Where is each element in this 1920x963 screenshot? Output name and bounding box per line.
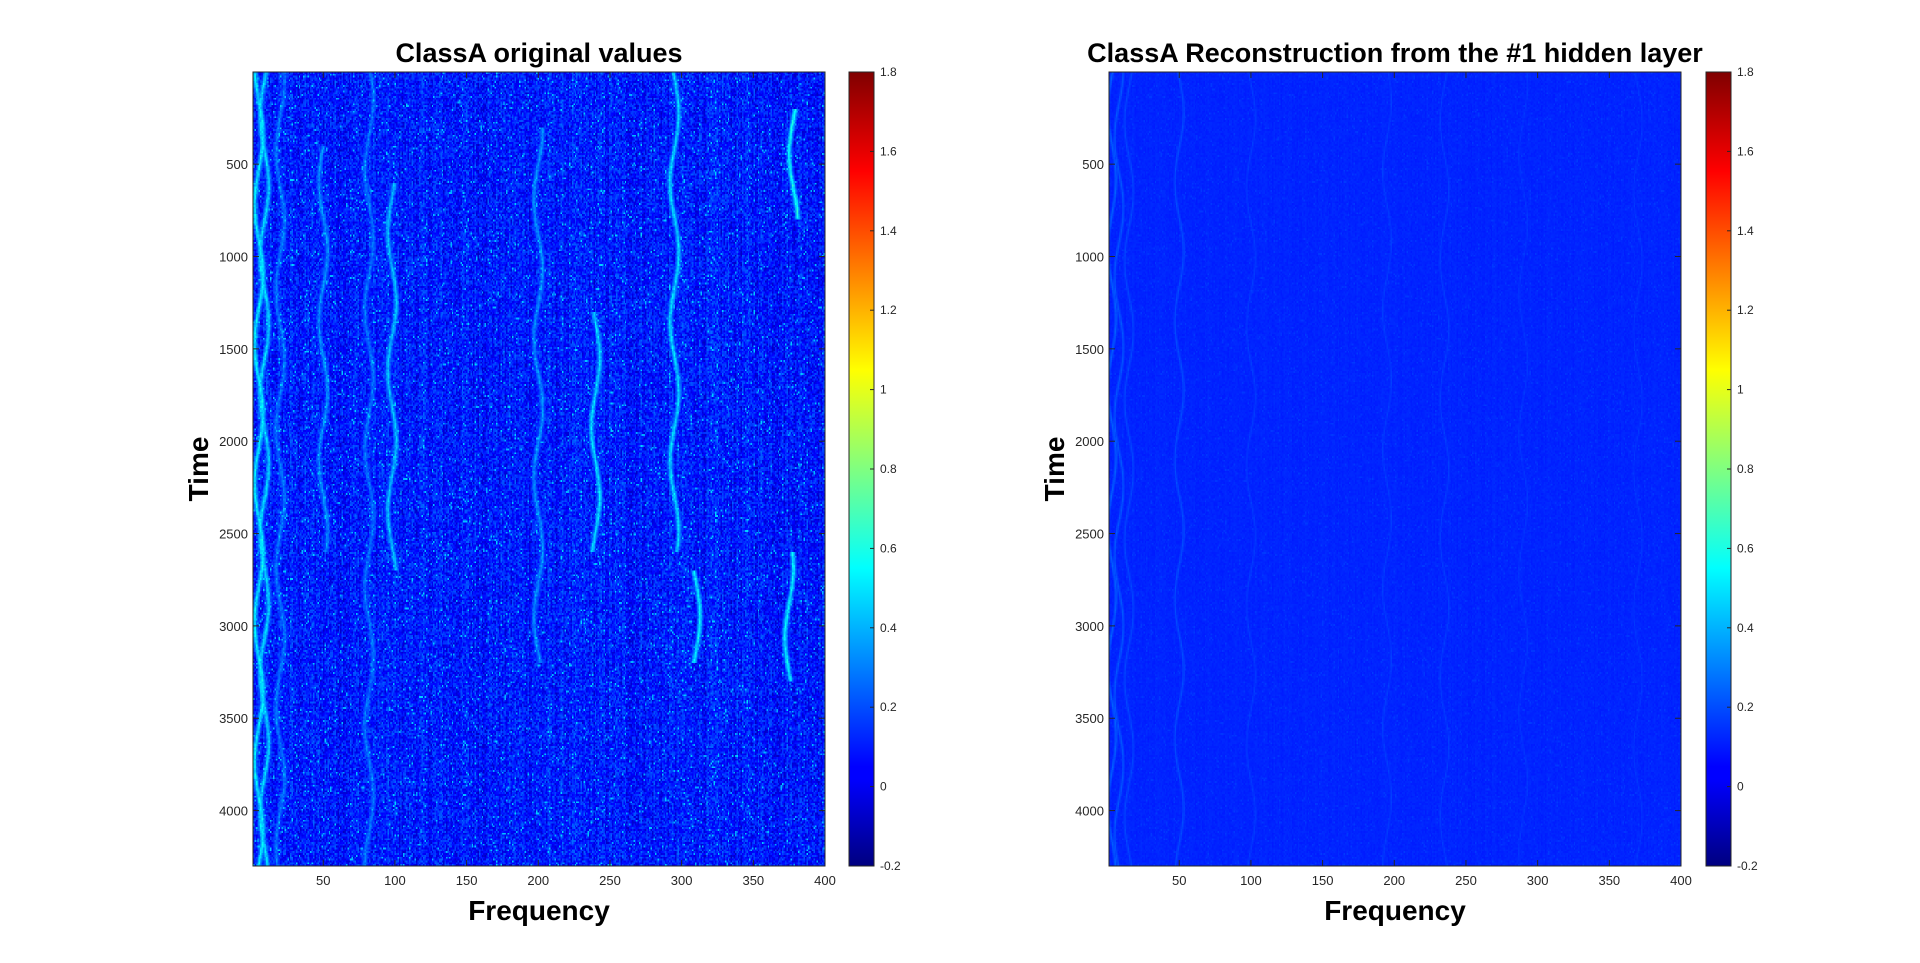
colorbar-gradient: [848, 71, 875, 867]
colorbar: -0.2 0 0.2 0.4 0.6 0.8 1 1.2 1.4 1.6 1.8: [1705, 65, 1758, 873]
colorbar-gradient: [1705, 71, 1732, 867]
x-tick-label: 50: [316, 873, 330, 888]
y-tick-label: 2500: [1075, 527, 1104, 542]
x-tick-label: 50: [1172, 873, 1186, 888]
x-tick-label: 300: [1527, 873, 1549, 888]
colorbar-tick-label: -0.2: [880, 859, 901, 873]
colorbar-tick-label: 1: [880, 383, 887, 397]
y-tick-label: 4000: [1075, 804, 1104, 819]
x-tick-label: 250: [599, 873, 621, 888]
y-tick-label: 2500: [219, 527, 248, 542]
plot-frame: [252, 71, 826, 867]
x-tick-label: 100: [1240, 873, 1262, 888]
x-tick-label: 200: [527, 873, 549, 888]
x-tick-label: 400: [1670, 873, 1692, 888]
colorbar-tick-label: 1: [1737, 383, 1744, 397]
colorbar-tick-label: 1.8: [880, 65, 897, 79]
x-tick-label: 350: [1598, 873, 1620, 888]
colorbar: -0.2 0 0.2 0.4 0.6 0.8 1 1.2 1.4 1.6 1.8: [848, 65, 901, 873]
colorbar-tick-label: 1.8: [1737, 65, 1754, 79]
chart-title: ClassA original values: [395, 38, 682, 68]
colorbar-tick-label: 1.2: [1737, 303, 1754, 317]
heatmap-area: [1108, 71, 1682, 867]
colorbar-tick-label: 0.4: [880, 621, 897, 635]
colorbar-tick-label: 0.2: [880, 700, 897, 714]
x-tick-label: 100: [384, 873, 406, 888]
y-tick-label: 3000: [1075, 619, 1104, 634]
subplot-2: ClassA Reconstruction from the #1 hidden…: [1039, 38, 1758, 926]
y-tick-label: 1500: [1075, 342, 1104, 357]
x-axis-label: Frequency: [1324, 895, 1466, 926]
subplot-1: ClassA original values 50 100 150 200 250 300…: [183, 38, 901, 926]
chart-title: ClassA Reconstruction from the #1 hidden…: [1087, 38, 1703, 68]
y-tick-label: 1500: [219, 342, 248, 357]
x-tick-label: 150: [456, 873, 478, 888]
x-axis-label: Frequency: [468, 895, 610, 926]
colorbar-tick-label: 1.6: [880, 144, 897, 158]
x-axis-ticks: 50 100 150 200 250 300 350 400: [316, 72, 836, 888]
y-tick-label: 500: [226, 157, 248, 172]
x-axis-ticks: 50 100 150 200 250 300 350 400: [1172, 72, 1692, 888]
colorbar-tick-label: 0.8: [1737, 462, 1754, 476]
y-axis-label: Time: [1039, 437, 1070, 502]
colorbar-tick-label: -0.2: [1737, 859, 1758, 873]
y-tick-label: 2000: [219, 434, 248, 449]
y-axis-ticks: 500 1000 1500 2000 2500 3000 3500 4000: [219, 157, 825, 819]
colorbar-tick-label: 0.6: [1737, 541, 1754, 555]
colorbar-tick-label: 1.2: [880, 303, 897, 317]
colorbar-ticks: -0.2 0 0.2 0.4 0.6 0.8 1 1.2 1.4 1.6 1.8: [870, 65, 901, 873]
x-tick-label: 350: [742, 873, 764, 888]
x-tick-label: 300: [671, 873, 693, 888]
y-tick-label: 2000: [1075, 434, 1104, 449]
y-tick-label: 500: [1082, 157, 1104, 172]
colorbar-tick-label: 0: [1737, 780, 1744, 794]
colorbar-tick-label: 0.4: [1737, 621, 1754, 635]
x-tick-label: 200: [1383, 873, 1405, 888]
colorbar-tick-label: 1.4: [1737, 224, 1754, 238]
y-tick-label: 4000: [219, 804, 248, 819]
y-tick-label: 1000: [1075, 250, 1104, 265]
y-tick-label: 3000: [219, 619, 248, 634]
x-tick-label: 400: [814, 873, 836, 888]
x-tick-label: 150: [1312, 873, 1334, 888]
y-axis-ticks: 500 1000 1500 2000 2500 3000 3500 4000: [1075, 157, 1681, 819]
colorbar-tick-label: 0.8: [880, 462, 897, 476]
y-tick-label: 3500: [1075, 711, 1104, 726]
colorbar-ticks: -0.2 0 0.2 0.4 0.6 0.8 1 1.2 1.4 1.6 1.8: [1727, 65, 1758, 873]
colorbar-tick-label: 1.4: [880, 224, 897, 238]
colorbar-tick-label: 1.6: [1737, 144, 1754, 158]
y-tick-label: 3500: [219, 711, 248, 726]
plot-frame: [1108, 71, 1682, 867]
y-axis-label: Time: [183, 437, 214, 502]
colorbar-tick-label: 0.2: [1737, 700, 1754, 714]
colorbar-tick-label: 0: [880, 780, 887, 794]
colorbar-tick-label: 0.6: [880, 541, 897, 555]
x-tick-label: 250: [1455, 873, 1477, 888]
y-tick-label: 1000: [219, 250, 248, 265]
heatmap-area: [252, 71, 826, 867]
